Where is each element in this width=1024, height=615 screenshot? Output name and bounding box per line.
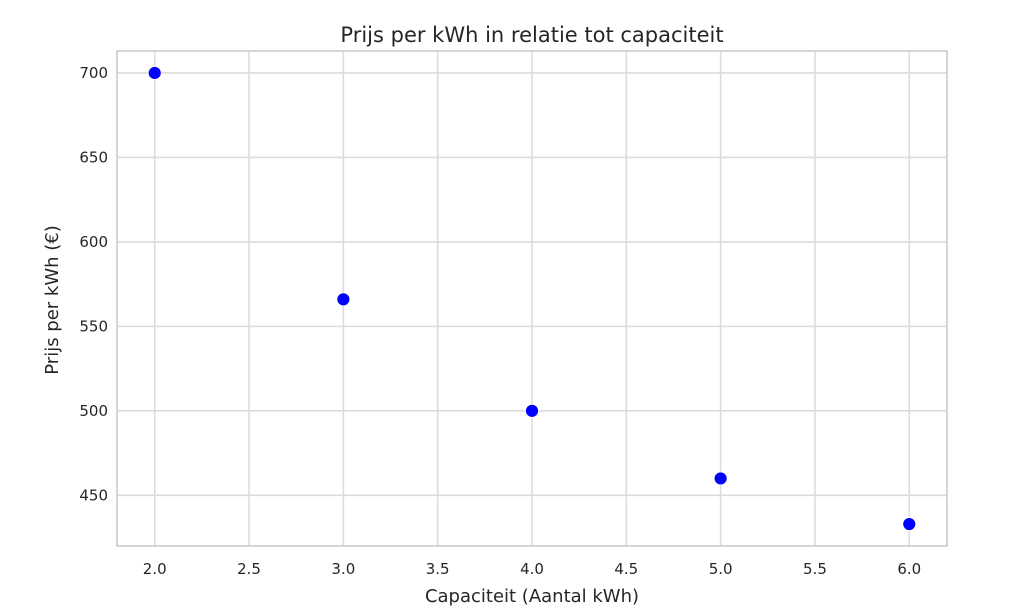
x-tick-label: 2.5 — [237, 560, 261, 578]
y-tick-label: 700 — [79, 64, 108, 82]
x-tick-label: 2.0 — [143, 560, 167, 578]
y-axis-label: Prijs per kWh (€) — [42, 225, 63, 375]
y-tick-label: 550 — [79, 317, 108, 335]
y-tick-label: 600 — [79, 233, 108, 251]
x-tick-label: 3.0 — [331, 560, 355, 578]
y-tick-label: 450 — [79, 486, 108, 504]
x-tick-labels: 2.0 2.5 3.0 3.5 4.0 4.5 5.0 5.5 6.0 — [143, 560, 921, 578]
chart-title: Prijs per kWh in relatie tot capaciteit — [340, 23, 723, 47]
y-tick-label: 500 — [79, 402, 108, 420]
data-point — [147, 66, 162, 80]
x-tick-label: 4.0 — [520, 560, 544, 578]
data-point — [713, 471, 728, 486]
data-points — [147, 66, 917, 531]
x-tick-label: 5.0 — [709, 560, 733, 578]
data-point — [336, 292, 351, 307]
x-tick-label: 5.5 — [803, 560, 827, 578]
x-tick-label: 6.0 — [897, 560, 921, 578]
data-point — [902, 517, 917, 531]
plot-frame — [116, 50, 948, 547]
data-point — [525, 403, 539, 418]
grid-lines — [117, 51, 947, 546]
y-tick-labels: 450 500 550 600 650 700 — [79, 64, 108, 504]
x-tick-label: 4.5 — [614, 560, 638, 578]
y-tick-label: 650 — [79, 148, 108, 166]
x-axis-label: Capaciteit (Aantal kWh) — [425, 586, 639, 607]
x-tick-label: 3.5 — [426, 560, 450, 578]
